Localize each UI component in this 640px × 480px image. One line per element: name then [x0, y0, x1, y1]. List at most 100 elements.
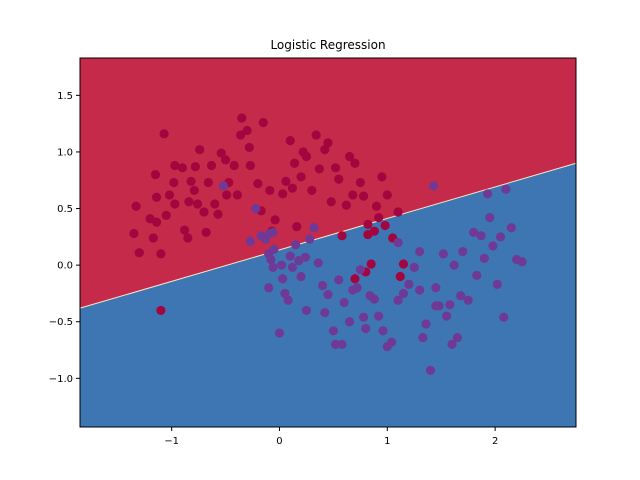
data-point-s1-32 — [344, 317, 355, 327]
data-point-s0-73 — [371, 201, 382, 211]
data-point-s0-4 — [148, 233, 158, 243]
data-point-s1-27 — [328, 326, 338, 336]
data-point-s1-56 — [445, 300, 455, 310]
y-tick-label-1: −0.5 — [49, 317, 73, 328]
data-point-s1-20 — [300, 252, 310, 262]
data-point-s1-44 — [393, 295, 403, 305]
data-point-s0-7 — [150, 169, 161, 180]
data-point-s1-50 — [421, 319, 431, 329]
plot-frame — [79, 57, 577, 428]
data-point-s0-9 — [159, 129, 169, 139]
data-point-s0-35 — [232, 190, 243, 200]
data-point-s1-75 — [517, 257, 527, 267]
data-point-s0-36 — [236, 130, 246, 140]
data-point-s1-68 — [488, 241, 498, 251]
data-point-s1-70 — [495, 232, 506, 242]
data-point-s0-58 — [314, 164, 324, 174]
data-point-s1-11 — [277, 260, 287, 270]
data-point-s0-26 — [203, 177, 213, 188]
data-point-s1-51 — [425, 365, 436, 376]
y-tick-label-0: −1.0 — [49, 374, 73, 385]
data-point-s1-25 — [320, 308, 330, 318]
data-point-s0-2 — [134, 248, 144, 258]
x-tick-label-1: 0 — [276, 436, 282, 447]
data-point-s1-9 — [266, 254, 276, 265]
data-point-s1-16 — [287, 262, 298, 273]
data-point-s1-37 — [361, 323, 371, 334]
data-point-s0-15 — [177, 163, 188, 173]
data-point-s0-70 — [358, 191, 369, 201]
data-point-s1-78 — [264, 283, 274, 293]
data-point-s0-31 — [220, 155, 231, 165]
data-point-s0-79 — [395, 271, 405, 282]
data-point-s1-77 — [393, 237, 403, 248]
data-point-s0-68 — [350, 158, 360, 168]
data-point-s0-30 — [216, 148, 226, 158]
data-point-s0-51 — [289, 158, 300, 168]
data-point-s0-60 — [323, 138, 333, 148]
axes: −1 0 1 2 −1.0 −0.5 0.0 0.5 1.0 1.5 — [49, 57, 577, 447]
data-point-s0-69 — [355, 177, 365, 188]
data-point-s1-64 — [476, 231, 486, 241]
data-point-s1-76 — [429, 181, 439, 191]
data-point-s0-75 — [380, 220, 390, 231]
data-point-s1-80 — [274, 328, 285, 338]
data-point-s0-0 — [129, 228, 139, 239]
data-point-s1-0 — [218, 181, 229, 191]
data-point-s1-43 — [387, 337, 397, 347]
data-point-s1-60 — [458, 246, 468, 257]
data-point-s0-13 — [170, 199, 180, 209]
data-point-s1-52 — [431, 283, 441, 293]
data-point-s1-34 — [352, 283, 362, 293]
data-point-s0-16 — [179, 225, 190, 235]
data-point-s1-40 — [374, 311, 384, 321]
data-point-s0-38 — [242, 125, 252, 136]
data-point-s0-72 — [366, 259, 376, 269]
data-point-s0-17 — [183, 233, 193, 243]
data-point-s1-79 — [301, 305, 312, 316]
data-point-s0-34 — [229, 160, 239, 171]
data-point-s1-39 — [369, 294, 379, 304]
data-point-s1-12 — [278, 274, 288, 284]
data-point-s1-72 — [501, 184, 511, 194]
data-point-s1-15 — [285, 251, 295, 261]
data-point-s1-71 — [499, 312, 509, 322]
data-point-s1-59 — [456, 291, 466, 301]
data-point-s1-31 — [339, 297, 349, 308]
data-point-s1-57 — [449, 260, 459, 270]
data-point-s1-45 — [398, 288, 409, 299]
data-point-s0-81 — [350, 274, 360, 284]
data-point-s0-12 — [169, 177, 179, 188]
data-point-s0-21 — [190, 162, 200, 172]
data-point-s1-10 — [268, 262, 278, 273]
data-point-s0-74 — [377, 172, 387, 182]
y-tick-label-5: 1.5 — [57, 91, 73, 102]
data-point-s0-19 — [186, 176, 196, 186]
data-point-s1-28 — [330, 339, 341, 349]
data-point-s0-11 — [164, 190, 175, 200]
data-point-s0-25 — [201, 227, 211, 237]
data-point-s0-44 — [265, 185, 275, 196]
data-point-s0-47 — [278, 189, 288, 199]
data-point-s1-21 — [305, 234, 315, 244]
data-point-s0-67 — [348, 190, 358, 200]
data-point-s0-52 — [292, 222, 302, 232]
data-point-s1-48 — [415, 285, 425, 295]
data-point-s0-28 — [210, 199, 220, 209]
data-point-s1-6 — [268, 227, 278, 237]
data-point-s1-24 — [318, 280, 328, 291]
data-point-s1-2 — [245, 236, 255, 246]
x-tick-label-2: 1 — [384, 436, 390, 447]
data-point-s0-8 — [156, 249, 166, 259]
data-point-s0-27 — [206, 160, 217, 171]
data-point-s0-84 — [369, 226, 379, 236]
y-tick-label-4: 1.0 — [57, 147, 73, 158]
data-point-s0-32 — [222, 190, 232, 200]
y-tick-label-2: 0.0 — [57, 261, 73, 272]
data-point-s1-26 — [323, 289, 333, 300]
data-point-s0-86 — [363, 219, 373, 229]
data-point-s0-63 — [334, 174, 344, 184]
data-point-s1-62 — [468, 227, 479, 237]
data-point-s1-36 — [358, 312, 369, 322]
